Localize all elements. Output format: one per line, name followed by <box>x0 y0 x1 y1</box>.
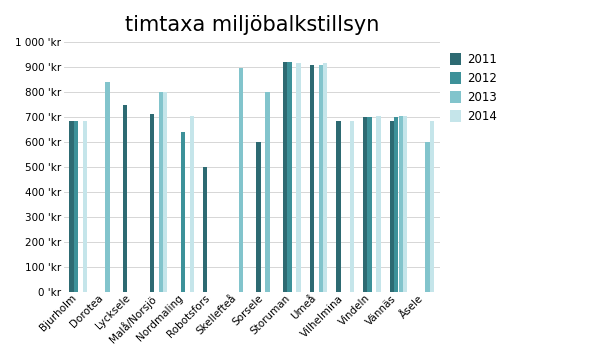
Bar <box>310 64 314 292</box>
Bar <box>105 82 110 292</box>
Bar <box>336 121 341 292</box>
Bar <box>265 92 269 292</box>
Bar <box>425 142 430 292</box>
Bar <box>256 142 260 292</box>
Bar <box>283 62 287 292</box>
Bar <box>83 121 88 292</box>
Bar <box>123 104 127 292</box>
Bar <box>149 114 154 292</box>
Bar <box>158 92 163 292</box>
Bar <box>287 62 292 292</box>
Bar <box>363 117 367 292</box>
Bar <box>190 116 194 292</box>
Bar <box>376 116 381 292</box>
Bar <box>389 121 394 292</box>
Bar <box>367 117 372 292</box>
Title: timtaxa miljöbalkstillsyn: timtaxa miljöbalkstillsyn <box>125 15 379 35</box>
Bar <box>319 64 323 292</box>
Bar <box>323 63 328 292</box>
Bar <box>430 121 434 292</box>
Bar <box>239 68 243 292</box>
Bar <box>70 121 74 292</box>
Bar <box>296 63 301 292</box>
Bar <box>74 121 79 292</box>
Legend: 2011, 2012, 2013, 2014: 2011, 2012, 2013, 2014 <box>449 53 497 123</box>
Bar <box>394 117 398 292</box>
Bar <box>163 92 167 292</box>
Bar <box>203 167 207 292</box>
Bar <box>403 116 407 292</box>
Bar <box>181 132 185 292</box>
Bar <box>350 121 354 292</box>
Bar <box>398 116 403 292</box>
